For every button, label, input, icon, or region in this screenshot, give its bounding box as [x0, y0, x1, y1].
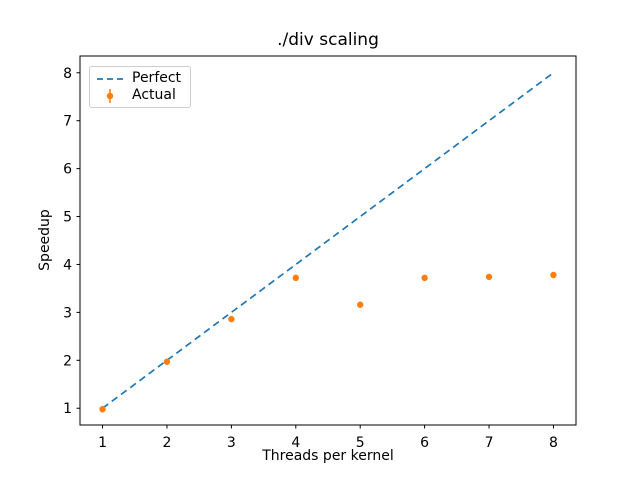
dashed-line-icon — [97, 77, 123, 80]
x-tick-label: 4 — [291, 435, 300, 451]
legend-actual-marker — [106, 92, 114, 99]
perfect-line — [102, 72, 554, 409]
legend-item-actual: Actual — [96, 87, 181, 104]
legend-item-perfect: Perfect — [96, 70, 181, 87]
y-tick-label: 2 — [63, 353, 72, 369]
actual-point — [421, 274, 428, 282]
x-tick-label: 3 — [227, 435, 236, 451]
legend: Perfect Actual — [89, 66, 192, 108]
chart-title: ./div scaling — [277, 30, 379, 50]
actual-point — [485, 273, 493, 281]
errorbar-icon — [106, 88, 114, 103]
axes-spines — [79, 55, 577, 426]
x-tick-label: 8 — [549, 435, 558, 451]
actual-point — [163, 358, 171, 365]
x-axis-label: Threads per kernel — [262, 448, 394, 464]
x-tick-label: 5 — [356, 435, 365, 451]
x-tick-label: 6 — [420, 435, 429, 451]
y-tick-label: 6 — [63, 162, 72, 178]
x-tick-label: 1 — [98, 435, 107, 451]
y-tick-label: 7 — [63, 114, 72, 130]
x-tick-label: 2 — [163, 435, 172, 451]
y-tick-label: 4 — [63, 257, 72, 273]
y-tick-label: 8 — [63, 66, 72, 82]
legend-label-perfect: Perfect — [132, 70, 182, 86]
actual-point — [357, 301, 364, 308]
y-tick-label: 1 — [63, 401, 72, 417]
y-axis-label: Speedup — [37, 209, 53, 271]
y-tick-label: 5 — [63, 210, 72, 226]
actual-point — [228, 315, 235, 323]
x-tick-label: 7 — [485, 435, 494, 451]
legend-label-actual: Actual — [132, 87, 176, 103]
actual-point — [99, 405, 106, 413]
actual-point — [292, 274, 299, 282]
actual-point — [550, 271, 557, 279]
y-tick-label: 3 — [63, 305, 72, 321]
